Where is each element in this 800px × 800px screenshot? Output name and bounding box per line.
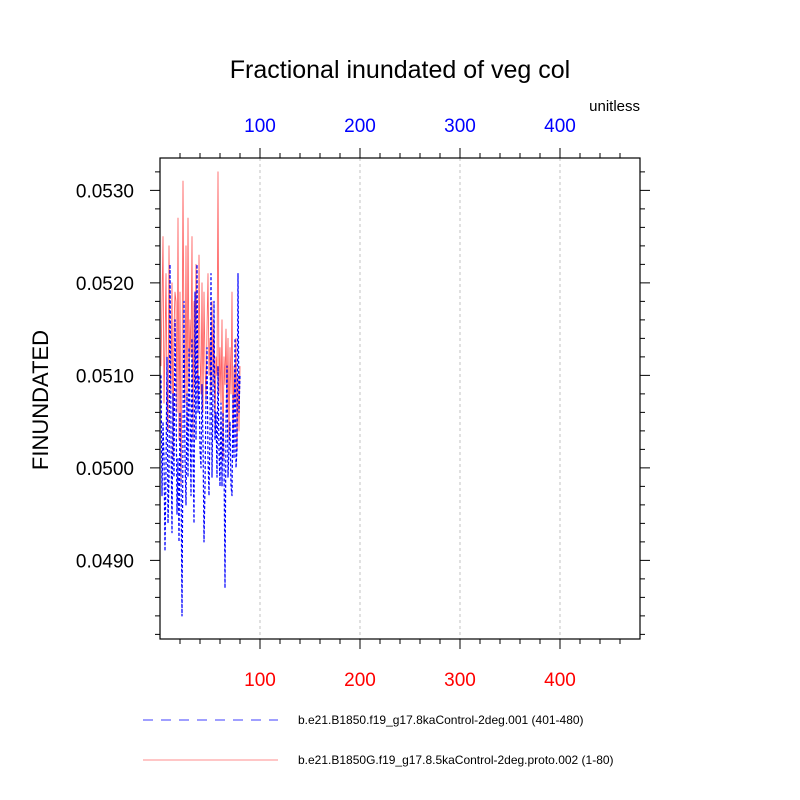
x-tick-label-bottom: 200 xyxy=(344,670,376,691)
y-tick-label: 0.0490 xyxy=(76,551,134,572)
legend-label-series-b: b.e21.B1850G.f19_g17.8.5kaControl-2deg.p… xyxy=(298,753,614,767)
x-tick-label-top: 400 xyxy=(544,116,576,137)
x-tick-label-top: 100 xyxy=(244,116,276,137)
series-line-b xyxy=(160,171,241,487)
series-line-a xyxy=(160,263,241,617)
axis-ticks: 100 100 200 200 300 300 400 400 0.0490 0.0500 0.05… xyxy=(76,116,650,691)
x-tick-label-top: 300 xyxy=(444,116,476,137)
plot-frame xyxy=(159,157,641,640)
y-tick-label: 0.0510 xyxy=(76,366,134,387)
x-tick-label-bottom: 400 xyxy=(544,670,576,691)
legend-label-series-a: b.e21.B1850.f19_g17.8kaControl-2deg.001 … xyxy=(298,713,584,727)
y-tick-label: 0.0500 xyxy=(76,459,134,480)
y-tick-label: 0.0530 xyxy=(76,181,134,202)
legend: b.e21.B1850.f19_g17.8kaControl-2deg.001 … xyxy=(143,713,614,767)
units-label: unitless xyxy=(589,98,640,115)
x-tick-label-top: 200 xyxy=(344,116,376,137)
x-tick-label-bottom: 300 xyxy=(444,670,476,691)
x-tick-label-bottom: 100 xyxy=(244,670,276,691)
y-tick-label: 0.0520 xyxy=(76,274,134,295)
y-axis-label: FINUNDATED xyxy=(28,330,53,470)
series-lines xyxy=(160,171,241,617)
chart-title: Fractional inundated of veg col xyxy=(230,56,571,84)
grid xyxy=(259,158,561,639)
